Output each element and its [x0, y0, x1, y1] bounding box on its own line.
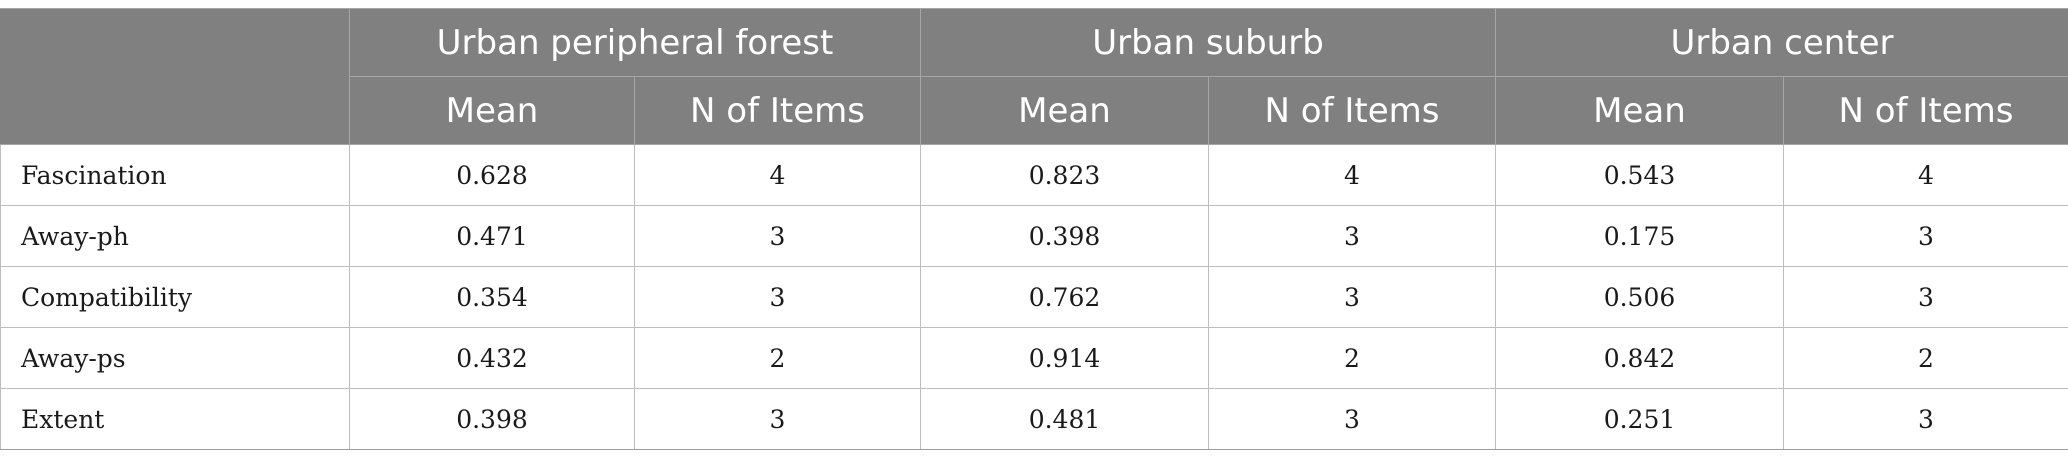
table-header: Urban peripheral forest Urban suburb Urb… — [0, 8, 2068, 145]
cell-n-items: 3 — [1208, 205, 1496, 267]
cell-n-items: 2 — [1208, 327, 1496, 389]
cell-mean: 0.471 — [349, 205, 635, 267]
group-header-center: Urban center — [1495, 8, 2068, 77]
row-label: Compatibility — [0, 266, 350, 328]
header-corner-cell — [0, 8, 350, 145]
subheader-mean: Mean — [349, 76, 635, 145]
group-header-suburb: Urban suburb — [920, 8, 1496, 77]
cell-mean: 0.354 — [349, 266, 635, 328]
cell-n-items: 4 — [1783, 144, 2068, 206]
cell-mean: 0.175 — [1495, 205, 1784, 267]
cell-mean: 0.823 — [920, 144, 1209, 206]
cell-mean: 0.481 — [920, 388, 1209, 450]
cell-n-items: 4 — [634, 144, 921, 206]
table-row: Compatibility 0.354 3 0.762 3 0.506 3 — [0, 266, 2068, 328]
cell-mean: 0.914 — [920, 327, 1209, 389]
group-header-peripheral-forest: Urban peripheral forest — [349, 8, 921, 77]
subheader-n-items: N of Items — [1783, 76, 2068, 145]
cell-n-items: 3 — [634, 388, 921, 450]
table-row: Extent 0.398 3 0.481 3 0.251 3 — [0, 388, 2068, 450]
cell-mean: 0.398 — [349, 388, 635, 450]
cell-mean: 0.398 — [920, 205, 1209, 267]
cell-n-items: 3 — [1208, 266, 1496, 328]
header-group-row: Urban peripheral forest Urban suburb Urb… — [0, 8, 2068, 145]
cell-n-items: 2 — [1783, 327, 2068, 389]
cell-n-items: 3 — [1783, 388, 2068, 450]
subheader-n-items: N of Items — [1208, 76, 1496, 145]
results-table: Urban peripheral forest Urban suburb Urb… — [0, 8, 2068, 450]
cell-n-items: 3 — [1783, 266, 2068, 328]
subheader-mean: Mean — [920, 76, 1209, 145]
table-body: Fascination 0.628 4 0.823 4 0.543 4 Away… — [0, 144, 2068, 450]
cell-mean: 0.842 — [1495, 327, 1784, 389]
cell-mean: 0.543 — [1495, 144, 1784, 206]
cell-n-items: 3 — [1783, 205, 2068, 267]
cell-mean: 0.628 — [349, 144, 635, 206]
table-row: Away-ps 0.432 2 0.914 2 0.842 2 — [0, 327, 2068, 389]
cell-n-items: 4 — [1208, 144, 1496, 206]
row-label: Away-ph — [0, 205, 350, 267]
table-row: Away-ph 0.471 3 0.398 3 0.175 3 — [0, 205, 2068, 267]
results-table-container: Urban peripheral forest Urban suburb Urb… — [0, 8, 2068, 450]
row-label: Extent — [0, 388, 350, 450]
cell-mean: 0.506 — [1495, 266, 1784, 328]
subheader-mean: Mean — [1495, 76, 1784, 145]
cell-n-items: 3 — [634, 266, 921, 328]
cell-mean: 0.762 — [920, 266, 1209, 328]
cell-n-items: 3 — [634, 205, 921, 267]
table-row: Fascination 0.628 4 0.823 4 0.543 4 — [0, 144, 2068, 206]
header-subcolumn-row: Mean N of Items Mean N of Items Mean N o… — [1, 76, 2068, 145]
cell-n-items: 3 — [1208, 388, 1496, 450]
cell-mean: 0.251 — [1495, 388, 1784, 450]
row-label: Away-ps — [0, 327, 350, 389]
cell-mean: 0.432 — [349, 327, 635, 389]
subheader-n-items: N of Items — [634, 76, 921, 145]
row-label: Fascination — [0, 144, 350, 206]
cell-n-items: 2 — [634, 327, 921, 389]
